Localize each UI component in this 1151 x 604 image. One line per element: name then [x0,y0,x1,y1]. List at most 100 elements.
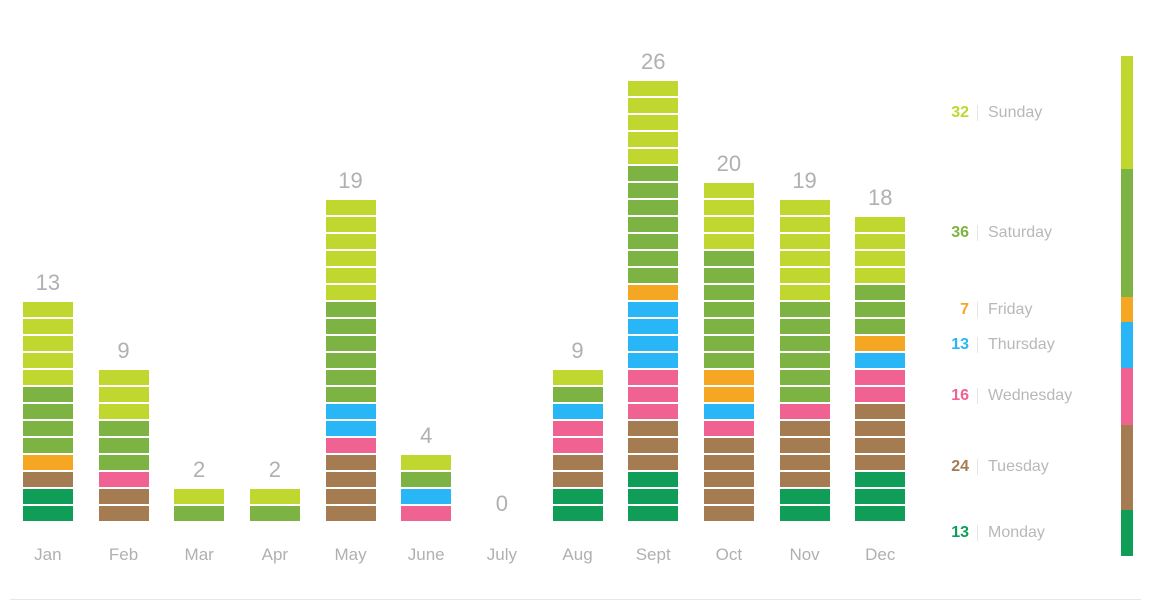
bar-segment-tuesday [704,470,754,487]
bar-segment-monday [855,487,905,504]
bar-col-feb: 9 [86,340,162,521]
x-axis-label: May [313,533,389,565]
bar-segment-saturday [628,164,678,181]
bar-segment-sunday [780,198,830,215]
bar-stack [174,487,224,521]
legend-label: Tuesday [977,459,1049,475]
bar-segment-monday [855,470,905,487]
bar-total-label: 0 [496,493,508,515]
bar-segment-sunday [704,232,754,249]
bar-segment-sunday [326,266,376,283]
bar-segment-tuesday [553,453,603,470]
bar-segment-tuesday [326,504,376,521]
legend-count: 7 [933,301,977,319]
bar-segment-sunday [704,215,754,232]
bar-segment-saturday [326,351,376,368]
bar-segment-saturday [23,402,73,419]
legend-label: Wednesday [977,388,1072,404]
bar-segment-saturday [326,317,376,334]
bar-segment-saturday [401,470,451,487]
bar-segment-tuesday [628,419,678,436]
bar-segment-saturday [553,385,603,402]
bar-stack [628,79,678,521]
bar-segment-thursday [326,402,376,419]
legend-rail-segment-friday [1121,297,1133,322]
bar-segment-sunday [628,113,678,130]
bar-segment-saturday [704,351,754,368]
bar-segment-saturday [780,334,830,351]
chart-stage: 139221940926201918 JanFebMarAprMayJuneJu… [0,0,1151,604]
bars-row: 139221940926201918 [10,21,918,521]
legend-count: 13 [933,524,977,542]
bar-segment-tuesday [855,436,905,453]
bar-segment-thursday [401,487,451,504]
bar-segment-wednesday [704,419,754,436]
bar-segment-monday [23,487,73,504]
bar-total-label: 9 [117,340,129,362]
bar-segment-sunday [855,249,905,266]
bar-stack [99,368,149,521]
bar-segment-thursday [628,317,678,334]
bar-total-label: 2 [193,459,205,481]
bar-segment-tuesday [780,436,830,453]
x-axis-label: Sept [615,533,691,565]
bar-col-apr: 2 [237,459,313,521]
bar-segment-sunday [23,317,73,334]
legend-rail-segment-thursday [1121,322,1133,368]
bar-segment-monday [855,504,905,521]
bar-segment-saturday [174,504,224,521]
legend-count: 13 [933,336,977,354]
bar-segment-monday [23,504,73,521]
x-axis-label: Aug [540,533,616,565]
bar-segment-friday [855,334,905,351]
bar-segment-saturday [855,300,905,317]
bar-segment-sunday [401,453,451,470]
bar-segment-saturday [704,317,754,334]
bar-col-may: 19 [313,170,389,521]
legend: 32Sunday36Saturday7Friday13Thursday16Wed… [933,56,1133,556]
bar-segment-tuesday [855,453,905,470]
bar-segment-wednesday [780,402,830,419]
bar-segment-wednesday [401,504,451,521]
legend-item-wednesday: 16Wednesday [933,387,1121,405]
bar-stack [780,198,830,521]
bar-segment-tuesday [780,453,830,470]
bar-segment-tuesday [855,402,905,419]
legend-label: Sunday [977,105,1042,121]
legend-labels: 32Sunday36Saturday7Friday13Thursday16Wed… [933,56,1121,556]
bar-segment-saturday [780,317,830,334]
chart-baseline [10,599,1141,600]
bar-segment-saturday [23,419,73,436]
legend-item-friday: 7Friday [933,301,1121,319]
x-axis-label: Jan [10,533,86,565]
legend-rail-segment-saturday [1121,169,1133,297]
bar-total-label: 2 [269,459,281,481]
bar-segment-saturday [704,300,754,317]
bar-col-june: 4 [388,425,464,521]
bar-segment-tuesday [628,436,678,453]
bar-stack [23,300,73,521]
bar-segment-sunday [855,232,905,249]
bar-segment-sunday [23,334,73,351]
legend-label: Monday [977,525,1045,541]
bar-stack [401,453,451,521]
bar-segment-sunday [855,215,905,232]
bar-segment-sunday [704,198,754,215]
bar-segment-tuesday [326,453,376,470]
bar-segment-tuesday [704,504,754,521]
bar-segment-sunday [553,368,603,385]
bar-segment-tuesday [780,470,830,487]
x-axis-label: Nov [767,533,843,565]
bar-segment-sunday [326,198,376,215]
bar-segment-saturday [628,181,678,198]
legend-count: 24 [933,458,977,476]
bar-col-oct: 20 [691,153,767,521]
bar-segment-monday [628,487,678,504]
bar-segment-sunday [628,147,678,164]
bar-segment-saturday [780,300,830,317]
bar-segment-tuesday [23,470,73,487]
bar-segment-saturday [628,249,678,266]
bar-segment-saturday [855,283,905,300]
bar-segment-wednesday [855,385,905,402]
bar-segment-sunday [99,402,149,419]
